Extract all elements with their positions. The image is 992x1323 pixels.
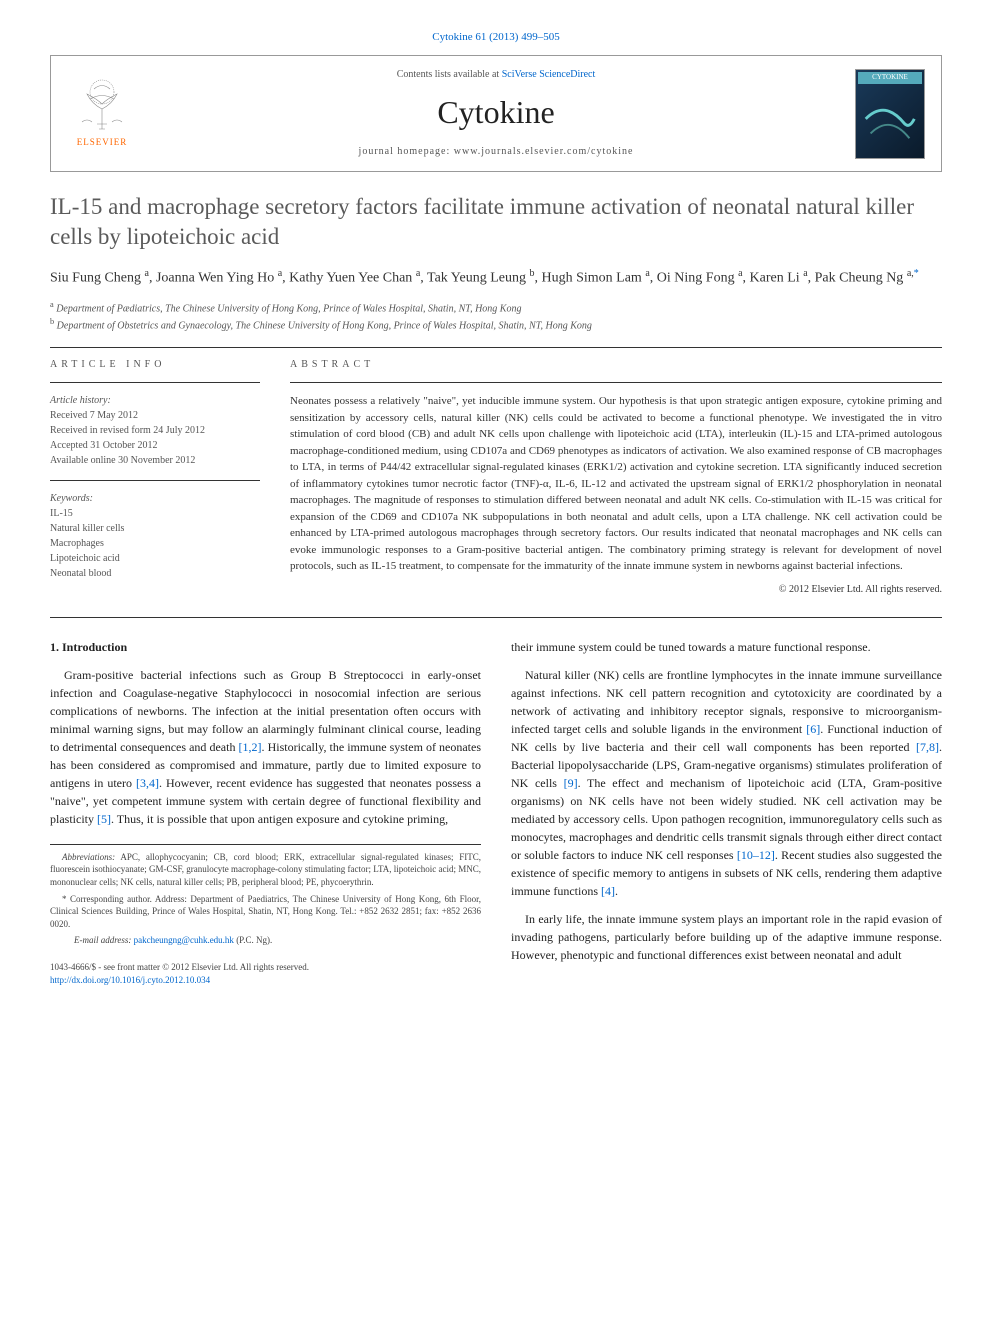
email-footnote: E-mail address: pakcheungng@cuhk.edu.hk …: [50, 934, 481, 947]
citation-bar: Cytokine 61 (2013) 499–505: [50, 30, 942, 45]
citation-ref[interactable]: [10–12]: [737, 848, 775, 862]
body-paragraph: Natural killer (NK) cells are frontline …: [511, 666, 942, 900]
corr-text: Corresponding author. Address: Departmen…: [50, 894, 481, 929]
body-col-left: 1. Introduction Gram-positive bacterial …: [50, 638, 481, 986]
keyword: Lipoteichoic acid: [50, 551, 260, 566]
email-suffix: (P.C. Ng).: [234, 935, 272, 945]
abstract-copyright: © 2012 Elsevier Ltd. All rights reserved…: [290, 583, 942, 597]
doi-link[interactable]: http://dx.doi.org/10.1016/j.cyto.2012.10…: [50, 975, 210, 985]
cover-title: CYTOKINE: [858, 72, 922, 84]
citation-ref[interactable]: [1,2]: [239, 740, 262, 754]
history-label: Article history:: [50, 393, 260, 408]
history-line: Received in revised form 24 July 2012: [50, 423, 260, 438]
divider-top: [50, 347, 942, 348]
body-paragraph: Gram-positive bacterial infections such …: [50, 666, 481, 828]
journal-homepage: journal homepage: www.journals.elsevier.…: [137, 145, 855, 159]
abstract-heading: ABSTRACT: [290, 358, 942, 372]
info-divider-2: [50, 480, 260, 481]
divider-bottom: [50, 617, 942, 618]
footnote-block: Abbreviations: APC, allophycocyanin; CB,…: [50, 844, 481, 947]
affiliations: a Department of Pædiatrics, The Chinese …: [50, 299, 942, 334]
citation-ref[interactable]: [5]: [97, 812, 111, 826]
abstract-divider: [290, 382, 942, 383]
elsevier-text: ELSEVIER: [77, 136, 128, 149]
homepage-url: www.journals.elsevier.com/cytokine: [454, 146, 634, 157]
keyword: Neonatal blood: [50, 566, 260, 581]
journal-header: ELSEVIER Contents lists available at Sci…: [50, 55, 942, 172]
author-list: Siu Fung Cheng a, Joanna Wen Ying Ho a, …: [50, 266, 942, 289]
citation-ref[interactable]: [7,8]: [916, 740, 939, 754]
elsevier-logo: ELSEVIER: [67, 74, 137, 154]
citation-link[interactable]: Cytokine 61 (2013) 499–505: [432, 31, 559, 43]
info-abstract-row: ARTICLE INFO Article history: Received 7…: [50, 358, 942, 597]
journal-name: Cytokine: [137, 90, 855, 135]
article-history: Article history: Received 7 May 2012 Rec…: [50, 393, 260, 468]
email-link[interactable]: pakcheungng@cuhk.edu.hk: [134, 935, 234, 945]
elsevier-tree-icon: [72, 74, 132, 134]
body-paragraph: their immune system could be tuned towar…: [511, 638, 942, 656]
keywords-label: Keywords:: [50, 491, 260, 506]
keywords-block: Keywords: IL-15 Natural killer cells Mac…: [50, 491, 260, 581]
abbrev-label: Abbreviations:: [62, 852, 115, 862]
citation-ref[interactable]: [3,4]: [136, 776, 159, 790]
info-divider-1: [50, 382, 260, 383]
citation-ref[interactable]: [9]: [564, 776, 578, 790]
text-run: .: [615, 884, 618, 898]
abstract-text: Neonates possess a relatively "naive", y…: [290, 393, 942, 575]
contents-line: Contents lists available at SciVerse Sci…: [137, 68, 855, 82]
body-col-right: their immune system could be tuned towar…: [511, 638, 942, 986]
keyword: Natural killer cells: [50, 521, 260, 536]
homepage-prefix: journal homepage:: [359, 146, 454, 157]
history-line: Accepted 31 October 2012: [50, 438, 260, 453]
citation-ref[interactable]: [6]: [806, 722, 820, 736]
abbreviations-footnote: Abbreviations: APC, allophycocyanin; CB,…: [50, 851, 481, 889]
abbrev-text: APC, allophycocyanin; CB, cord blood; ER…: [50, 852, 481, 887]
journal-cover-thumbnail: CYTOKINE: [855, 69, 925, 159]
corresponding-footnote: * Corresponding author. Address: Departm…: [50, 893, 481, 931]
keyword: IL-15: [50, 506, 260, 521]
contents-prefix: Contents lists available at: [397, 69, 502, 80]
affiliation: b Department of Obstetrics and Gynaecolo…: [50, 316, 942, 333]
history-line: Received 7 May 2012: [50, 408, 260, 423]
body-columns: 1. Introduction Gram-positive bacterial …: [50, 638, 942, 986]
article-title: IL-15 and macrophage secretory factors f…: [50, 192, 942, 252]
body-paragraph: In early life, the innate immune system …: [511, 910, 942, 964]
issn-line: 1043-4666/$ - see front matter © 2012 El…: [50, 961, 481, 974]
email-label: E-mail address:: [74, 935, 134, 945]
bottom-meta: 1043-4666/$ - see front matter © 2012 El…: [50, 961, 481, 986]
text-run: . Thus, it is possible that upon antigen…: [111, 812, 448, 826]
section-heading: 1. Introduction: [50, 638, 481, 656]
article-info-heading: ARTICLE INFO: [50, 358, 260, 372]
affiliation: a Department of Pædiatrics, The Chinese …: [50, 299, 942, 316]
article-info-col: ARTICLE INFO Article history: Received 7…: [50, 358, 260, 597]
sciencedirect-link[interactable]: SciVerse ScienceDirect: [502, 69, 596, 80]
header-center: Contents lists available at SciVerse Sci…: [137, 68, 855, 159]
keyword: Macrophages: [50, 536, 260, 551]
citation-ref[interactable]: [4]: [601, 884, 615, 898]
abstract-col: ABSTRACT Neonates possess a relatively "…: [290, 358, 942, 597]
history-line: Available online 30 November 2012: [50, 453, 260, 468]
